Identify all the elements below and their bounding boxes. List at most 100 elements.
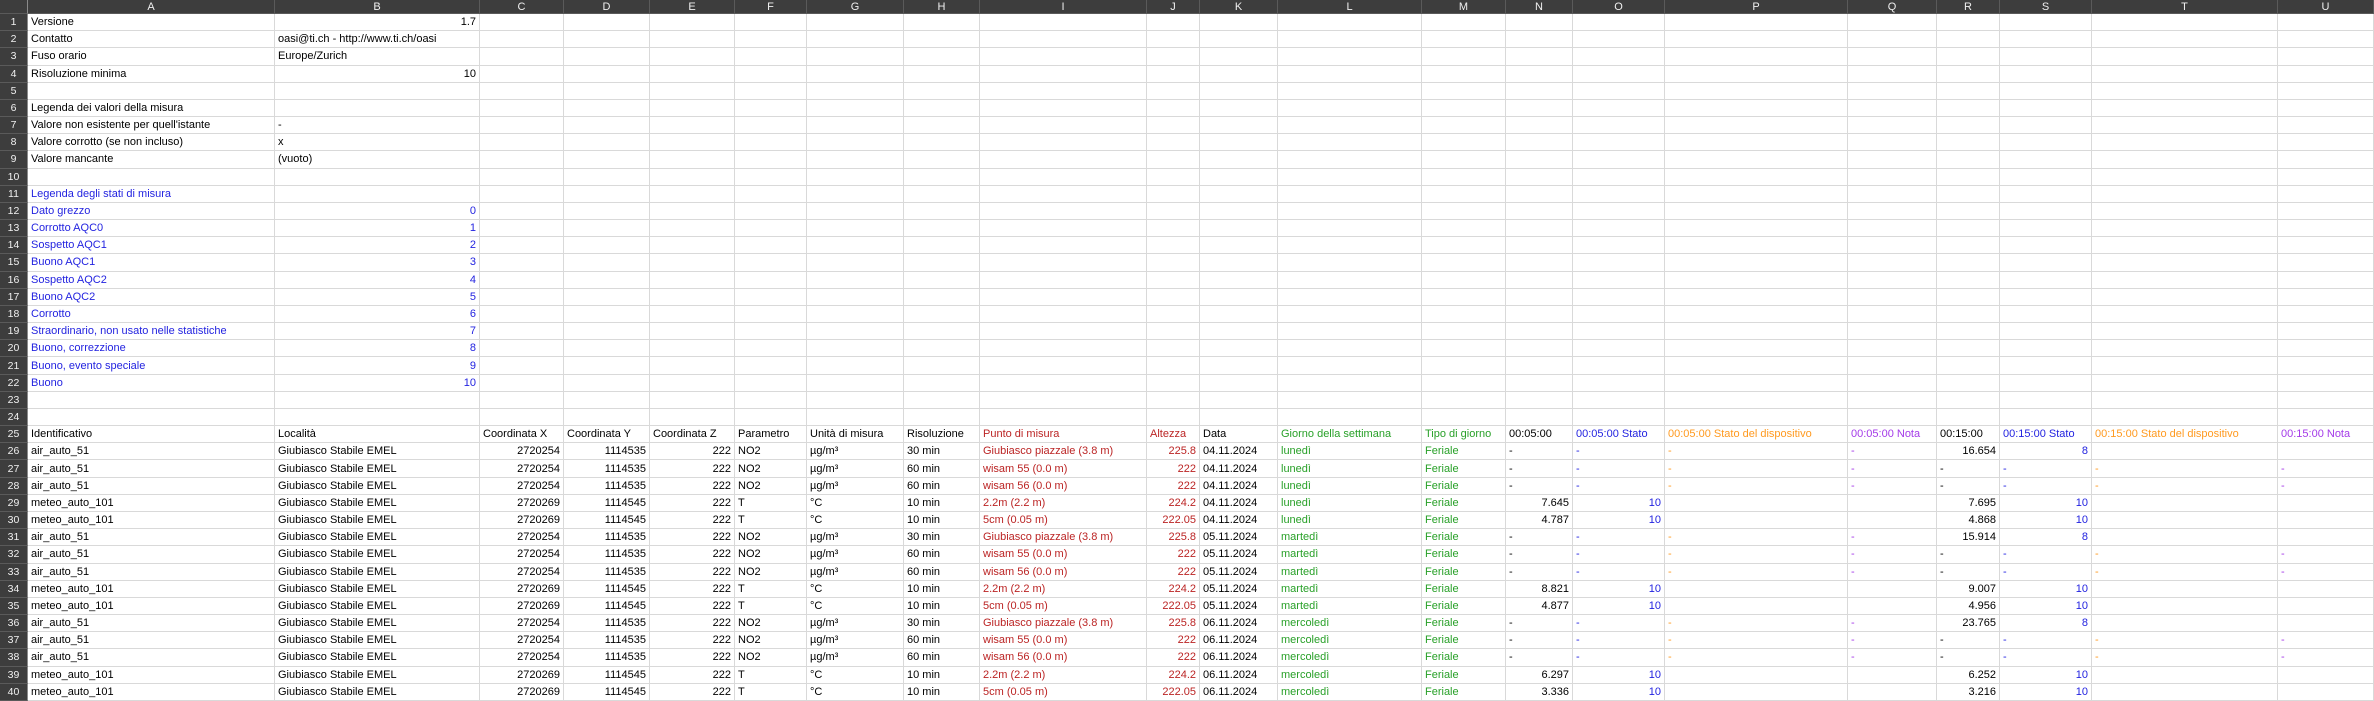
cell-J9[interactable] [1147,151,1200,169]
cell-U38[interactable]: - [2278,649,2374,667]
cell-C12[interactable] [480,202,564,221]
cell-J28[interactable]: 222 [1147,477,1200,495]
column-header-C[interactable]: C [480,0,564,14]
cell-E36[interactable]: 222 [650,615,735,633]
cell-I22[interactable] [980,374,1147,392]
cell-G10[interactable] [807,168,904,186]
cell-A6[interactable]: Legenda dei valori della misura [28,99,275,118]
cell-M23[interactable] [1422,391,1506,409]
cell-P5[interactable] [1665,82,1848,100]
row-header-9[interactable]: 9 [0,151,28,169]
cell-O15[interactable] [1573,254,1665,272]
cell-S28[interactable]: - [2000,477,2092,495]
column-header-D[interactable]: D [564,0,650,14]
cell-J13[interactable] [1147,220,1200,238]
cell-B24[interactable] [275,408,480,427]
column-header-I[interactable]: I [980,0,1147,14]
cell-N19[interactable] [1506,323,1573,341]
cell-P17[interactable] [1665,288,1848,306]
cell-D26[interactable]: 1114535 [564,443,650,461]
cell-O13[interactable] [1573,220,1665,238]
cell-G37[interactable]: µg/m³ [807,632,904,650]
cell-K8[interactable] [1200,134,1278,152]
cell-B6[interactable] [275,99,480,118]
cell-N22[interactable] [1506,374,1573,392]
cell-E10[interactable] [650,168,735,186]
cell-A34[interactable]: meteo_auto_101 [28,580,275,598]
cell-N34[interactable]: 8.821 [1506,580,1573,598]
cell-Q13[interactable] [1848,220,1937,238]
cell-A10[interactable] [28,168,275,186]
cell-F2[interactable] [735,31,807,49]
cell-S15[interactable] [2000,254,2092,272]
cell-E29[interactable]: 222 [650,494,735,512]
cell-A38[interactable]: air_auto_51 [28,649,275,667]
cell-U25[interactable]: 00:15:00 Nota [2278,426,2374,444]
cell-F27[interactable]: NO2 [735,460,807,478]
cell-G21[interactable] [807,357,904,375]
cell-H21[interactable] [904,357,980,375]
cell-F4[interactable] [735,65,807,83]
cell-M40[interactable]: Feriale [1422,683,1506,701]
cell-I19[interactable] [980,323,1147,341]
cell-S24[interactable] [2000,408,2092,427]
cell-G39[interactable]: °C [807,666,904,684]
cell-S22[interactable] [2000,374,2092,392]
cell-P11[interactable] [1665,185,1848,203]
cell-F21[interactable] [735,357,807,375]
cell-T23[interactable] [2092,391,2278,409]
cell-G2[interactable] [807,31,904,49]
cell-G20[interactable] [807,340,904,358]
cell-A28[interactable]: air_auto_51 [28,477,275,495]
column-header-T[interactable]: T [2092,0,2278,14]
column-header-K[interactable]: K [1200,0,1278,14]
cell-U18[interactable] [2278,305,2374,324]
cell-B20[interactable]: 8 [275,340,480,358]
cell-F37[interactable]: NO2 [735,632,807,650]
cell-S11[interactable] [2000,185,2092,203]
cell-L2[interactable] [1278,31,1422,49]
cell-K16[interactable] [1200,271,1278,289]
cell-M10[interactable] [1422,168,1506,186]
cell-K9[interactable] [1200,151,1278,169]
cell-P28[interactable]: - [1665,477,1848,495]
cell-J22[interactable] [1147,374,1200,392]
cell-N40[interactable]: 3.336 [1506,683,1573,701]
cell-H1[interactable] [904,14,980,32]
cell-I1[interactable] [980,14,1147,32]
cell-T2[interactable] [2092,31,2278,49]
cell-M7[interactable] [1422,117,1506,135]
cell-P36[interactable]: - [1665,615,1848,633]
cell-Q8[interactable] [1848,134,1937,152]
cell-S25[interactable]: 00:15:00 Stato [2000,426,2092,444]
cell-M20[interactable] [1422,340,1506,358]
cell-U3[interactable] [2278,48,2374,66]
cell-Q32[interactable]: - [1848,546,1937,564]
cell-H13[interactable] [904,220,980,238]
cell-O26[interactable]: - [1573,443,1665,461]
cell-L20[interactable] [1278,340,1422,358]
cell-O1[interactable] [1573,14,1665,32]
cell-U9[interactable] [2278,151,2374,169]
cell-E13[interactable] [650,220,735,238]
cell-M31[interactable]: Feriale [1422,529,1506,547]
cell-P13[interactable] [1665,220,1848,238]
cell-D40[interactable]: 1114545 [564,683,650,701]
cell-P24[interactable] [1665,408,1848,427]
select-all-corner[interactable] [0,0,28,14]
cell-A20[interactable]: Buono, correzzione [28,340,275,358]
cell-D22[interactable] [564,374,650,392]
cell-A37[interactable]: air_auto_51 [28,632,275,650]
cell-C13[interactable] [480,220,564,238]
cell-O14[interactable] [1573,237,1665,255]
cell-A30[interactable]: meteo_auto_101 [28,511,275,530]
cell-F5[interactable] [735,82,807,100]
cell-G32[interactable]: µg/m³ [807,546,904,564]
cell-B8[interactable]: x [275,134,480,152]
cell-L9[interactable] [1278,151,1422,169]
cell-A17[interactable]: Buono AQC2 [28,288,275,306]
cell-L22[interactable] [1278,374,1422,392]
cell-C22[interactable] [480,374,564,392]
cell-U23[interactable] [2278,391,2374,409]
row-header-26[interactable]: 26 [0,443,28,461]
